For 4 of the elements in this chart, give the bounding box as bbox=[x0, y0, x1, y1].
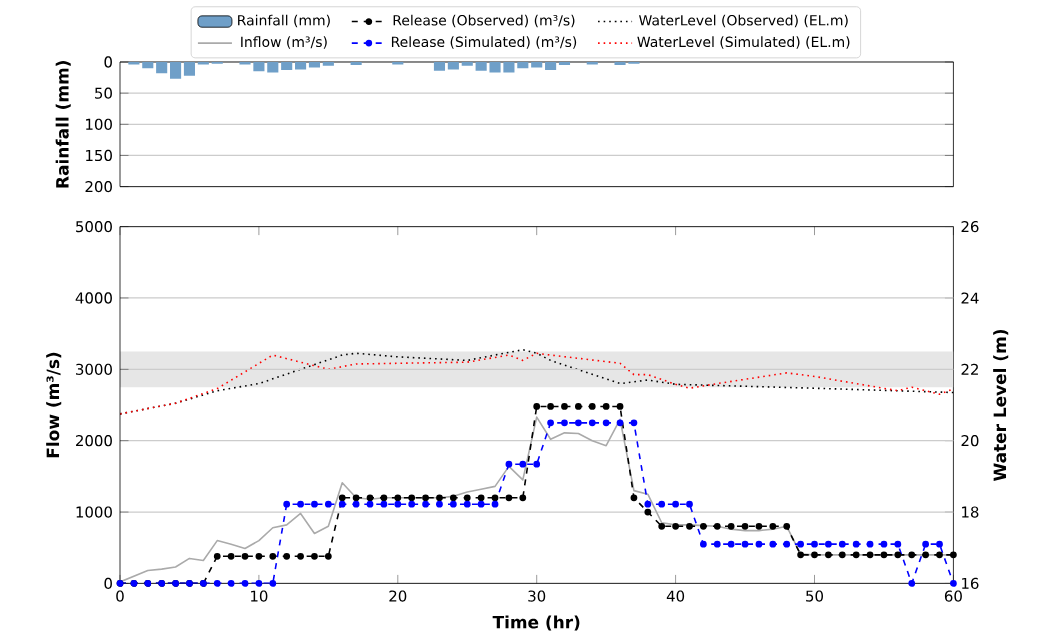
x-axis-title: Time (hr) bbox=[492, 615, 580, 631]
y-axis-title: Rainfall (mm) bbox=[55, 61, 71, 188]
y-axis-title: Flow (m³/s) bbox=[46, 352, 62, 458]
y2-axis-title: Water Level (m) bbox=[993, 329, 1009, 481]
